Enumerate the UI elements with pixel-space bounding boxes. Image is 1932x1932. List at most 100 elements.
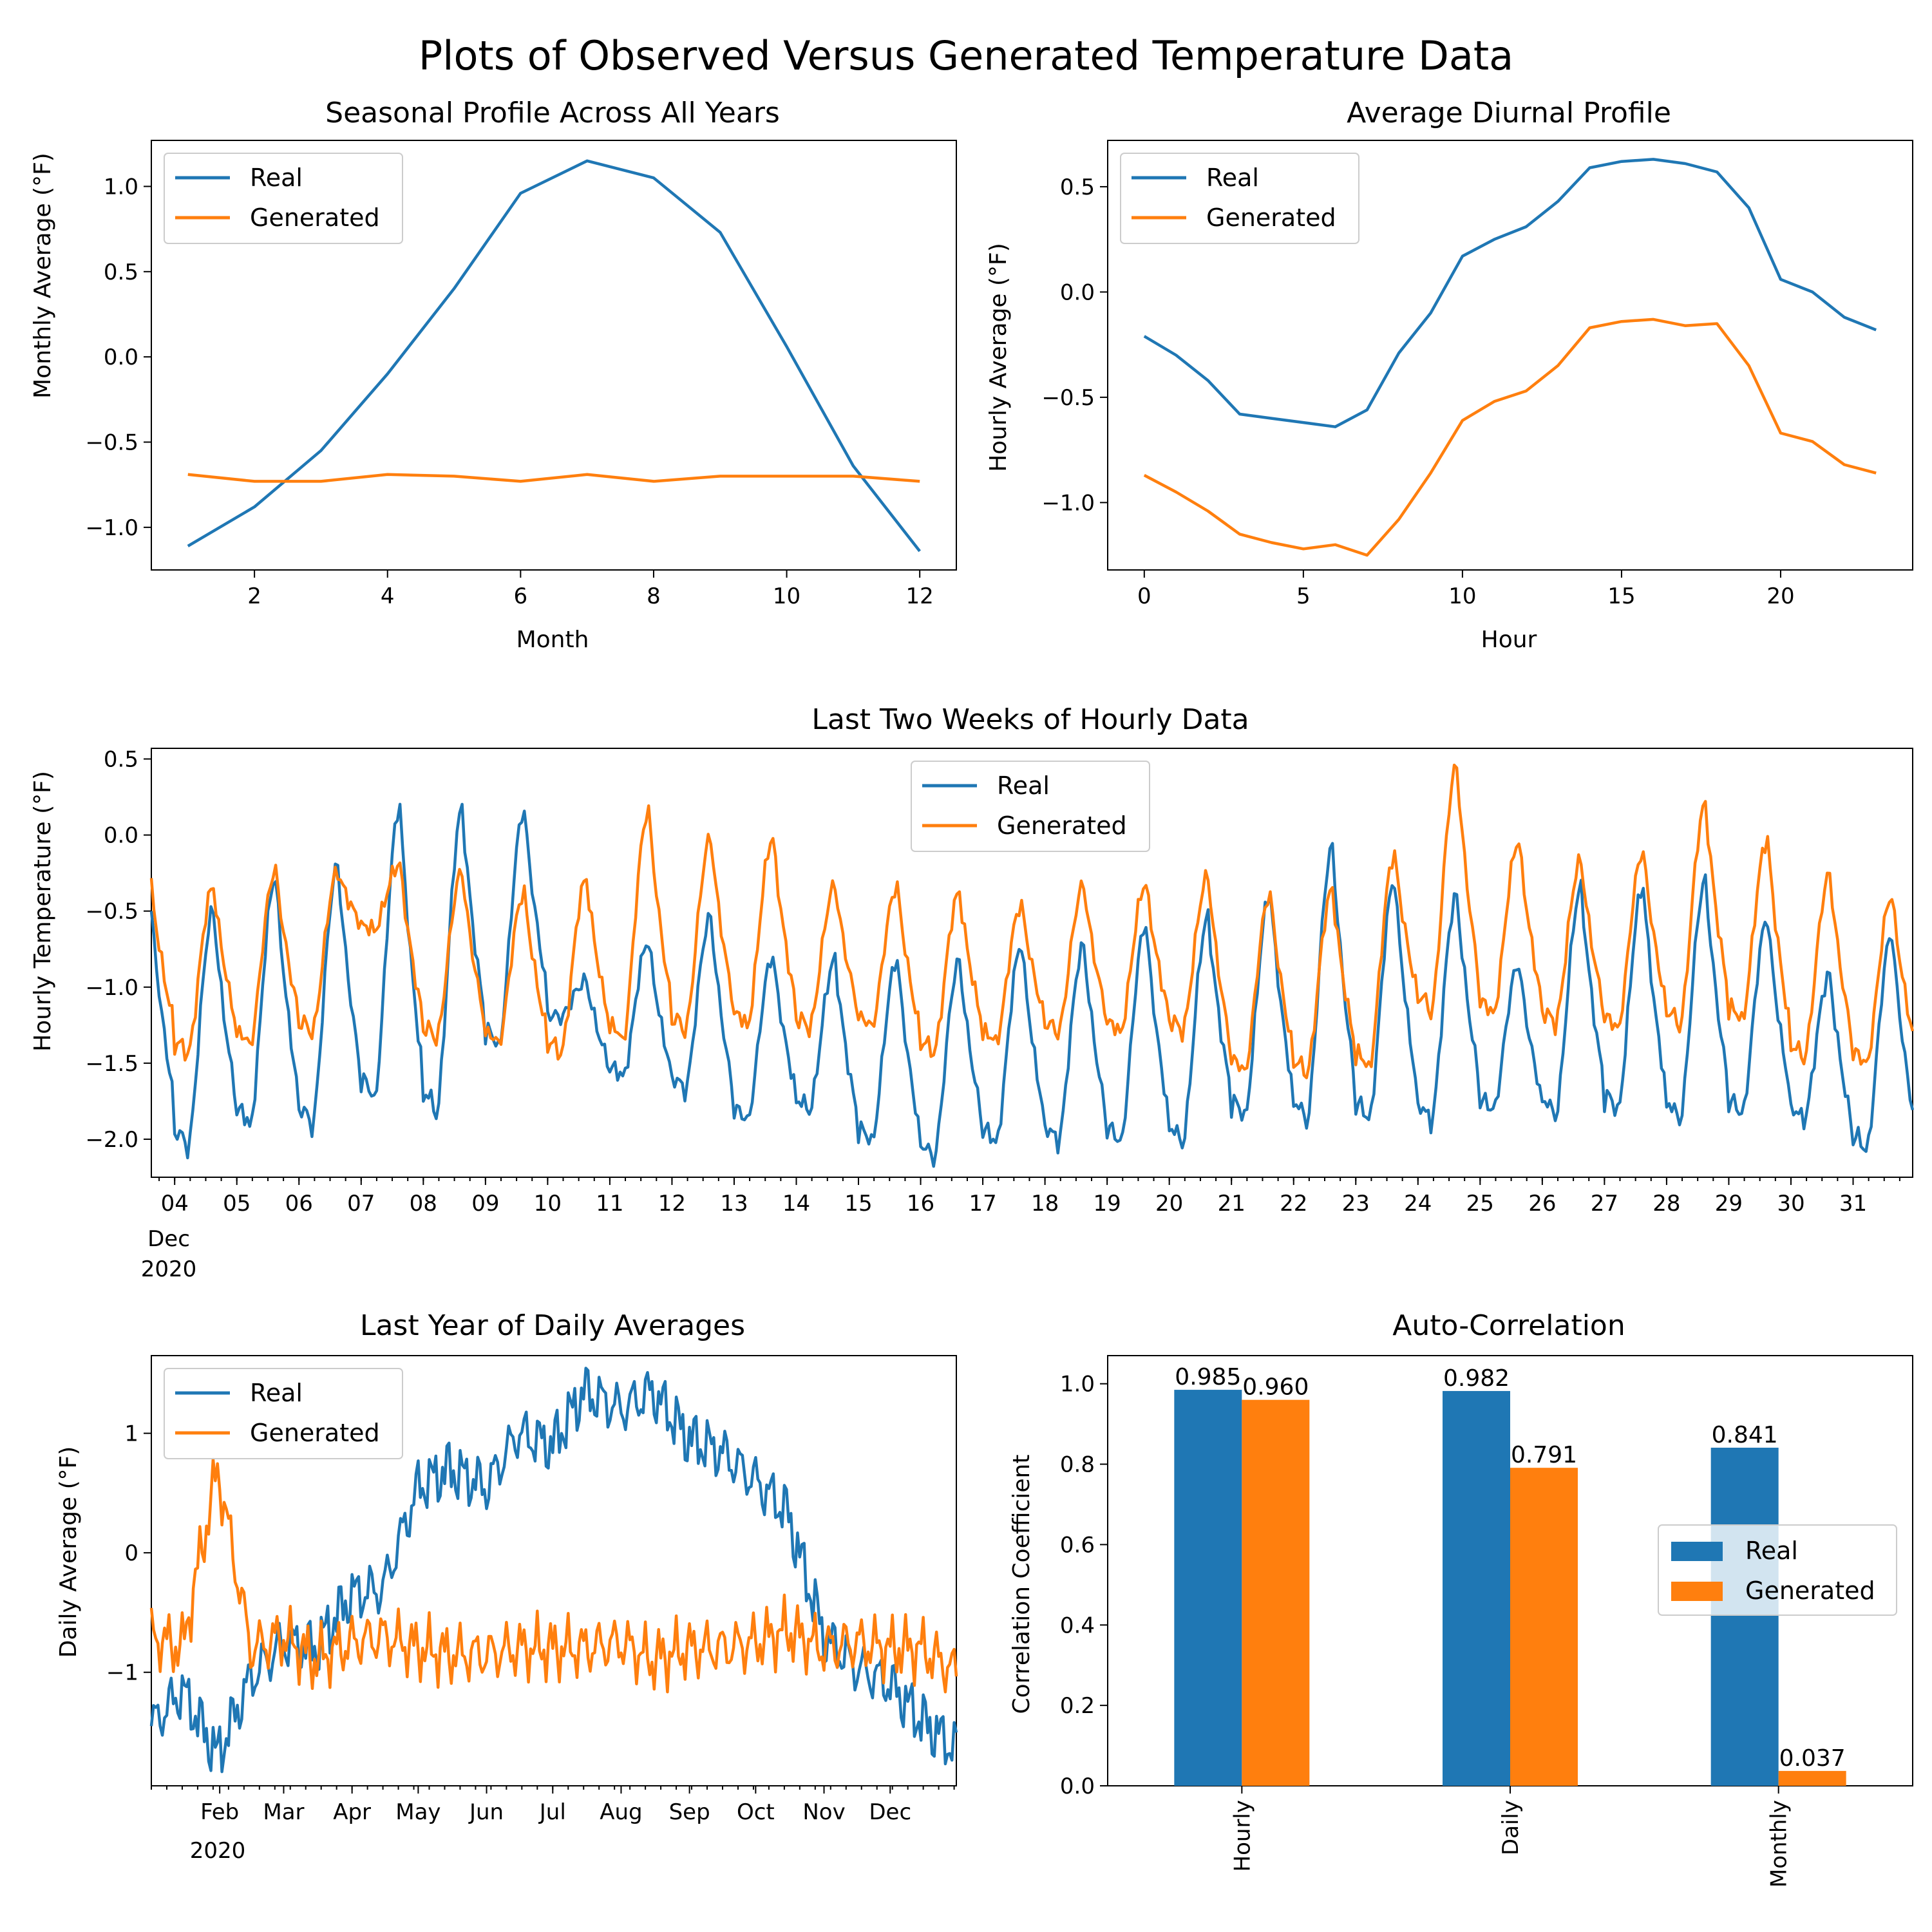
daily-line-generated bbox=[149, 1457, 958, 1694]
diurnal-ytick-label: 0.5 bbox=[1060, 175, 1095, 200]
hourly-xtick-label: 22 bbox=[1280, 1191, 1307, 1217]
diurnal-xtick-label: 5 bbox=[1296, 583, 1311, 609]
hourly-ytick-label: −0.5 bbox=[85, 899, 138, 925]
daily-xtick-label: Mar bbox=[263, 1799, 304, 1825]
autocorr-bar-value-label: 0.982 bbox=[1443, 1365, 1510, 1392]
daily-plot-frame bbox=[151, 1355, 957, 1786]
autocorr-bar-value-label: 0.037 bbox=[1779, 1745, 1846, 1772]
hourly-legend: Real Generated bbox=[911, 761, 1150, 852]
diurnal-plot-frame bbox=[1107, 140, 1913, 571]
hourly-xtick-label: 31 bbox=[1839, 1191, 1867, 1217]
daily-legend-frame bbox=[164, 1368, 403, 1459]
hourly-ytick-label: −1.5 bbox=[85, 1051, 138, 1077]
diurnal-ytick-label: 0.0 bbox=[1060, 279, 1095, 305]
seasonal-legend-frame bbox=[164, 153, 403, 244]
daily-y-label: Daily Average (°F) bbox=[55, 1446, 82, 1658]
hourly-legend-frame bbox=[911, 761, 1150, 852]
seasonal-ytick-label: −0.5 bbox=[85, 430, 138, 455]
diurnal-xtick-label: 15 bbox=[1607, 583, 1635, 609]
diurnal-legend-frame bbox=[1120, 153, 1359, 244]
hourly-ytick-label: 0.0 bbox=[104, 823, 138, 849]
hourly-xtick-label: 19 bbox=[1094, 1191, 1121, 1217]
autocorr-y-label: Correlation Coefficient bbox=[1009, 1455, 1035, 1714]
autocorr-bar-generated bbox=[1510, 1468, 1578, 1786]
seasonal-x-label: Month bbox=[516, 627, 589, 653]
hourly-plot-frame bbox=[151, 748, 1913, 1178]
daily-xtick-label: Dec bbox=[869, 1799, 911, 1825]
autocorr-legend: Real Generated bbox=[1658, 1524, 1897, 1616]
autocorr-ytick-label: 0.8 bbox=[1060, 1452, 1095, 1478]
hourly-xtick-label: 30 bbox=[1777, 1191, 1804, 1217]
diurnal-xtick-label: 20 bbox=[1766, 583, 1794, 609]
seasonal-xtick-label: 10 bbox=[773, 583, 800, 609]
hourly-chart-title: Last Two Weeks of Hourly Data bbox=[811, 703, 1249, 736]
seasonal-xtick-label: 8 bbox=[647, 583, 661, 609]
figure-title: Plots of Observed Versus Generated Tempe… bbox=[419, 32, 1513, 79]
seasonal-legend-label-generated: Generated bbox=[250, 204, 380, 232]
seasonal-ytick-label: −1.0 bbox=[85, 515, 138, 541]
seasonal-line-real bbox=[187, 159, 921, 553]
hourly-xtick-label: 28 bbox=[1653, 1191, 1680, 1217]
hourly-xtick-label: 06 bbox=[285, 1191, 313, 1217]
daily-xtick-label: Nov bbox=[802, 1799, 845, 1825]
hourly-xtick-label: 13 bbox=[720, 1191, 748, 1217]
diurnal-legend-label-generated: Generated bbox=[1206, 204, 1336, 232]
hourly-ytick-label: −2.0 bbox=[85, 1127, 138, 1153]
autocorr-bar-generated bbox=[1778, 1770, 1846, 1786]
seasonal-ytick-label: 0.0 bbox=[104, 345, 138, 370]
daily-legend: Real Generated bbox=[164, 1368, 403, 1459]
daily-chart-title: Last Year of Daily Averages bbox=[360, 1309, 745, 1342]
daily-xtick-label: Apr bbox=[333, 1799, 371, 1825]
diurnal-xtick-label: 0 bbox=[1137, 583, 1151, 609]
diurnal-ytick-label: −1.0 bbox=[1041, 490, 1095, 516]
seasonal-y-label: Monthly Average (°F) bbox=[30, 153, 56, 399]
hourly-xtick-label: 07 bbox=[347, 1191, 375, 1217]
diurnal-line-real bbox=[1143, 158, 1877, 428]
hourly-xtick-label: 24 bbox=[1404, 1191, 1432, 1217]
hourly-xtick-label: 26 bbox=[1528, 1191, 1556, 1217]
daily-legend-label-real: Real bbox=[250, 1379, 303, 1407]
hourly-xtick-label: 21 bbox=[1218, 1191, 1245, 1217]
diurnal-chart-title: Average Diurnal Profile bbox=[1347, 97, 1671, 129]
hourly-xtick-label: 18 bbox=[1031, 1191, 1059, 1217]
hourly-xtick-label: 23 bbox=[1342, 1191, 1370, 1217]
daily-ytick-label: 0 bbox=[124, 1540, 138, 1566]
autocorr-legend-swatch-generated bbox=[1671, 1582, 1723, 1601]
hourly-legend-label-real: Real bbox=[997, 772, 1050, 800]
autocorr-category-label: Daily bbox=[1498, 1800, 1524, 1855]
hourly-legend-label-generated: Generated bbox=[997, 811, 1127, 840]
autocorr-ytick-label: 1.0 bbox=[1060, 1372, 1095, 1397]
hourly-ytick-label: 0.5 bbox=[104, 747, 138, 773]
hourly-xtick-label: 12 bbox=[658, 1191, 686, 1217]
seasonal-profile-chart: Seasonal Profile Across All Years Month … bbox=[30, 97, 957, 653]
daily-line-real bbox=[149, 1367, 958, 1774]
seasonal-legend-label-real: Real bbox=[250, 164, 303, 192]
hourly-ytick-label: −1.0 bbox=[85, 975, 138, 1001]
seasonal-chart-title: Seasonal Profile Across All Years bbox=[325, 97, 780, 129]
autocorr-ytick-label: 0.2 bbox=[1060, 1693, 1095, 1719]
daily-xtick-label: Feb bbox=[200, 1799, 239, 1825]
autocorr-chart-title: Auto-Correlation bbox=[1392, 1309, 1625, 1342]
daily-legend-label-generated: Generated bbox=[250, 1419, 380, 1447]
autocorr-ytick-label: 0.0 bbox=[1060, 1774, 1095, 1799]
autocorr-ytick-label: 0.6 bbox=[1060, 1532, 1095, 1558]
daily-xtick-label: Sep bbox=[669, 1799, 710, 1825]
diurnal-y-label: Hourly Average (°F) bbox=[985, 243, 1012, 472]
hourly-xtick-label: 05 bbox=[223, 1191, 251, 1217]
daily-averages-chart: Last Year of Daily Averages Daily Averag… bbox=[55, 1309, 958, 1864]
autocorr-legend-label-real: Real bbox=[1745, 1537, 1798, 1565]
seasonal-line-generated bbox=[187, 473, 920, 483]
autocorr-bar-value-label: 0.841 bbox=[1712, 1422, 1778, 1448]
diurnal-xtick-label: 10 bbox=[1448, 583, 1476, 609]
daily-xtick-label: Aug bbox=[600, 1799, 642, 1825]
hourly-xtick-label: 09 bbox=[471, 1191, 499, 1217]
hourly-xtick-label: 17 bbox=[969, 1191, 996, 1217]
daily-xtick-label: Jun bbox=[468, 1799, 504, 1825]
seasonal-legend: Real Generated bbox=[164, 153, 403, 244]
autocorr-legend-swatch-real bbox=[1671, 1542, 1723, 1561]
hourly-xtick-label: 04 bbox=[161, 1191, 189, 1217]
autocorr-bar-value-label: 0.791 bbox=[1511, 1442, 1577, 1468]
seasonal-xtick-label: 2 bbox=[247, 583, 261, 609]
seasonal-xtick-label: 4 bbox=[381, 583, 395, 609]
seasonal-xtick-label: 12 bbox=[906, 583, 934, 609]
